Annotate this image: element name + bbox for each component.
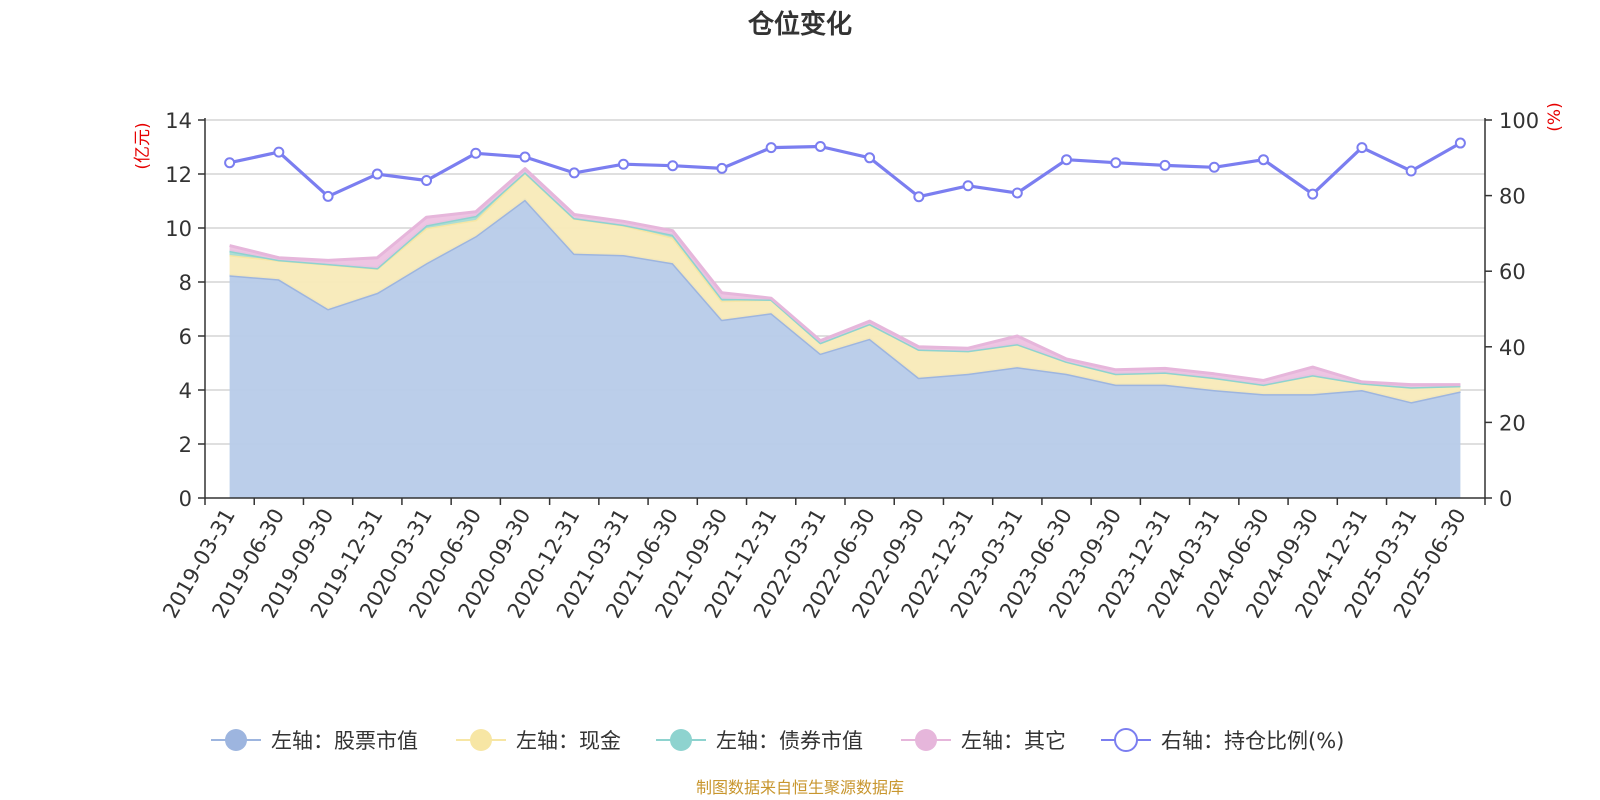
left-tick-label: 0 — [179, 487, 192, 511]
ratio-point — [273, 146, 285, 158]
area-series-line — [229, 170, 1461, 389]
ratio-point — [371, 168, 383, 180]
left-tick-label: 10 — [165, 217, 192, 241]
legend-label: 左轴：债券市值 — [716, 729, 863, 753]
right-tick-label: 60 — [1499, 260, 1526, 284]
ratio-point — [1011, 187, 1023, 199]
ratio-point — [322, 190, 334, 202]
ratio-point — [962, 180, 974, 192]
ratio-point — [1454, 137, 1466, 149]
ratio-line — [229, 141, 1462, 199]
ratio-line-series — [224, 137, 1466, 203]
ratio-point — [716, 162, 728, 174]
left-tick-label: 2 — [179, 433, 192, 457]
ratio-point — [1257, 154, 1269, 166]
ratio-point — [1110, 157, 1122, 169]
ratio-point — [864, 152, 876, 164]
ratio-point — [814, 140, 826, 152]
area-band — [229, 199, 1461, 498]
ratio-point — [1307, 188, 1319, 200]
chart-title: 仓位变化 — [747, 9, 852, 40]
ratio-point — [667, 160, 679, 172]
left-axis-unit: (亿元) — [133, 122, 153, 169]
ratio-point — [1159, 159, 1171, 171]
ratio-point — [765, 142, 777, 154]
legend-swatch-marker — [915, 729, 937, 751]
right-tick-label: 0 — [1499, 487, 1512, 511]
ratio-point — [913, 191, 925, 203]
ratio-point — [470, 147, 482, 159]
left-tick-label: 14 — [165, 109, 192, 133]
left-tick-label: 6 — [179, 325, 192, 349]
legend-item: 左轴：股票市值 — [211, 729, 418, 753]
ratio-point — [1356, 142, 1368, 154]
source-note: 制图数据来自恒生聚源数据库 — [696, 778, 904, 797]
ratio-point — [1405, 165, 1417, 177]
legend: 左轴：股票市值 左轴：现金 左轴：债券市值 左轴：其它 右轴：持仓比例(%) — [211, 728, 1344, 753]
ratio-point — [519, 151, 531, 163]
legend-label: 左轴：其它 — [961, 729, 1066, 753]
stacked-areas — [229, 167, 1461, 498]
legend-item: 左轴：现金 — [456, 729, 621, 753]
right-tick-label: 20 — [1499, 411, 1526, 435]
right-tick-label: 100 — [1499, 109, 1539, 133]
legend-label: 左轴：股票市值 — [271, 729, 418, 753]
left-tick-label: 8 — [179, 271, 192, 295]
right-tick-label: 40 — [1499, 336, 1526, 360]
ratio-point — [568, 167, 580, 179]
ratio-point — [1061, 154, 1073, 166]
legend-label: 右轴：持仓比例(%) — [1161, 729, 1344, 753]
legend-item: 左轴：其它 — [901, 729, 1066, 753]
right-axis-unit: (%) — [1545, 102, 1565, 131]
ratio-point — [1208, 161, 1220, 173]
right-tick-label: 80 — [1499, 185, 1526, 209]
legend-swatch-marker — [225, 729, 247, 751]
legend-label: 左轴：现金 — [516, 729, 621, 753]
left-tick-label: 12 — [165, 163, 192, 187]
legend-item: 左轴：债券市值 — [656, 729, 863, 753]
left-tick-label: 4 — [179, 379, 192, 403]
legend-swatch-marker — [1114, 728, 1138, 752]
legend-item: 右轴：持仓比例(%) — [1101, 728, 1344, 753]
area-series-line — [229, 167, 1461, 387]
ratio-point — [617, 158, 629, 170]
ratio-point — [224, 157, 236, 169]
ratio-point — [421, 174, 433, 186]
legend-swatch-marker — [670, 729, 692, 751]
legend-swatch-marker — [470, 729, 492, 751]
